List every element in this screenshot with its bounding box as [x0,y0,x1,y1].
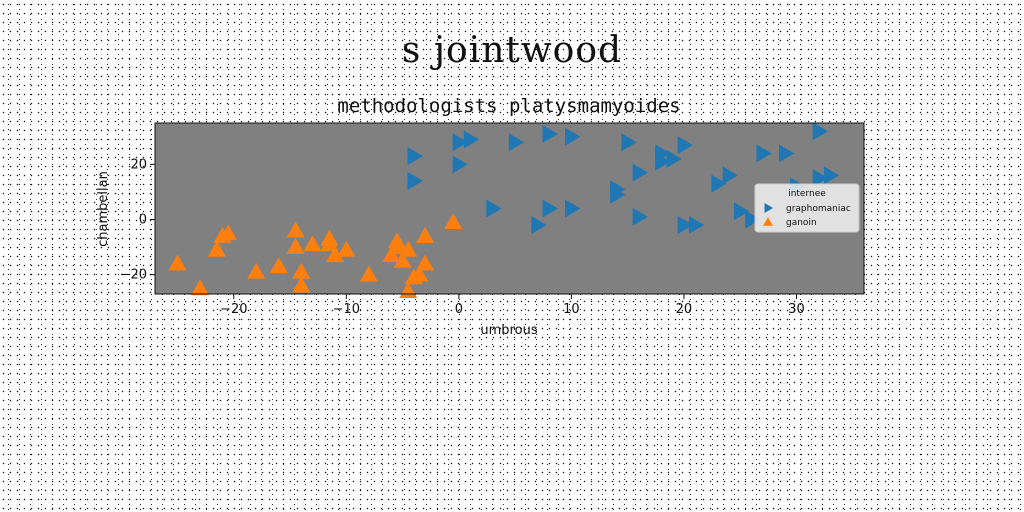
x-tick-label: 20 [676,302,693,317]
point-graphomaniac-21 [542,199,558,218]
legend-marker-ganoin [763,217,773,226]
point-ganoin-4 [247,262,266,279]
plot-frame [154,122,865,295]
y-tick-label: 20 [130,157,147,172]
legend: internee graphomaniac ganoin [754,183,860,233]
point-graphomaniac-26 [677,216,693,235]
point-graphomaniac-3 [463,130,480,149]
point-graphomaniac-22 [565,199,581,218]
point-ganoin-21 [416,254,435,271]
legend-title: internee [788,189,826,199]
point-ganoin-18 [416,227,435,243]
point-graphomaniac-31 [812,169,828,188]
point-ganoin-11 [337,240,356,257]
point-ganoin-13 [382,246,401,263]
x-tick-label: 0 [455,302,463,317]
point-graphomaniac-2 [452,133,468,152]
legend-label-graphomaniac: graphomaniac [786,204,851,214]
point-ganoin-0 [168,254,187,271]
point-graphomaniac-29 [745,210,761,229]
point-graphomaniac-27 [688,216,705,235]
y-axis: −20 0 20 [120,157,155,283]
plot-area [155,123,864,294]
y-tick-label: −20 [120,268,147,283]
x-tick-label: 30 [788,302,805,317]
point-ganoin-23 [207,240,226,257]
point-ganoin-24 [286,221,305,238]
point-ganoin-1 [191,279,210,296]
point-graphomaniac-18 [778,144,795,163]
x-tick-label: 10 [563,302,580,317]
x-tick-label: −10 [333,302,360,317]
point-ganoin-12 [359,265,378,282]
points-layer [168,122,840,298]
point-graphomaniac-15 [711,174,727,193]
point-graphomaniac-13 [655,152,671,171]
point-graphomaniac-1 [407,171,423,190]
point-ganoin-10 [326,246,345,263]
point-graphomaniac-23 [610,185,626,204]
point-graphomaniac-20 [486,199,502,218]
figure-title: s jointwood [401,30,623,71]
point-graphomaniac-24 [632,207,648,226]
legend-box [754,183,860,233]
point-graphomaniac-6 [565,127,581,146]
point-graphomaniac-9 [677,136,693,155]
point-ganoin-20 [404,268,423,285]
point-ganoin-22 [444,213,463,230]
point-ganoin-15 [393,251,412,268]
point-graphomaniac-7 [621,133,637,152]
point-graphomaniac-28 [733,202,750,221]
point-ganoin-5 [269,257,288,274]
x-tick-label: −20 [220,302,247,317]
point-ganoin-27 [292,262,311,279]
point-graphomaniac-4 [508,133,525,152]
y-axis-label: chambellan [96,171,111,247]
legend-marker-graphomaniac [764,203,773,213]
x-axis-label: umbrous [480,323,537,338]
point-ganoin-16 [399,240,418,257]
chart-title: methodologists platysmamyoides [337,95,680,117]
point-ganoin-26 [387,232,406,249]
legend-label-ganoin: ganoin [786,218,817,228]
point-graphomaniac-5 [542,125,558,144]
x-axis: −20 −10 0 10 20 30 [220,294,805,317]
point-ganoin-6 [286,238,305,254]
point-graphomaniac-0 [407,147,423,166]
point-graphomaniac-12 [632,163,648,182]
point-graphomaniac-10 [452,155,468,174]
point-graphomaniac-32 [823,166,840,185]
point-graphomaniac-17 [756,144,772,163]
point-graphomaniac-25 [531,216,547,235]
point-ganoin-7 [292,276,311,293]
y-tick-label: 0 [139,213,147,228]
point-ganoin-8 [303,235,322,252]
point-ganoin-3 [219,224,238,241]
point-graphomaniac-16 [722,166,738,185]
point-graphomaniac-19 [812,122,828,141]
point-ganoin-25 [320,229,339,246]
point-graphomaniac-14 [666,149,682,168]
